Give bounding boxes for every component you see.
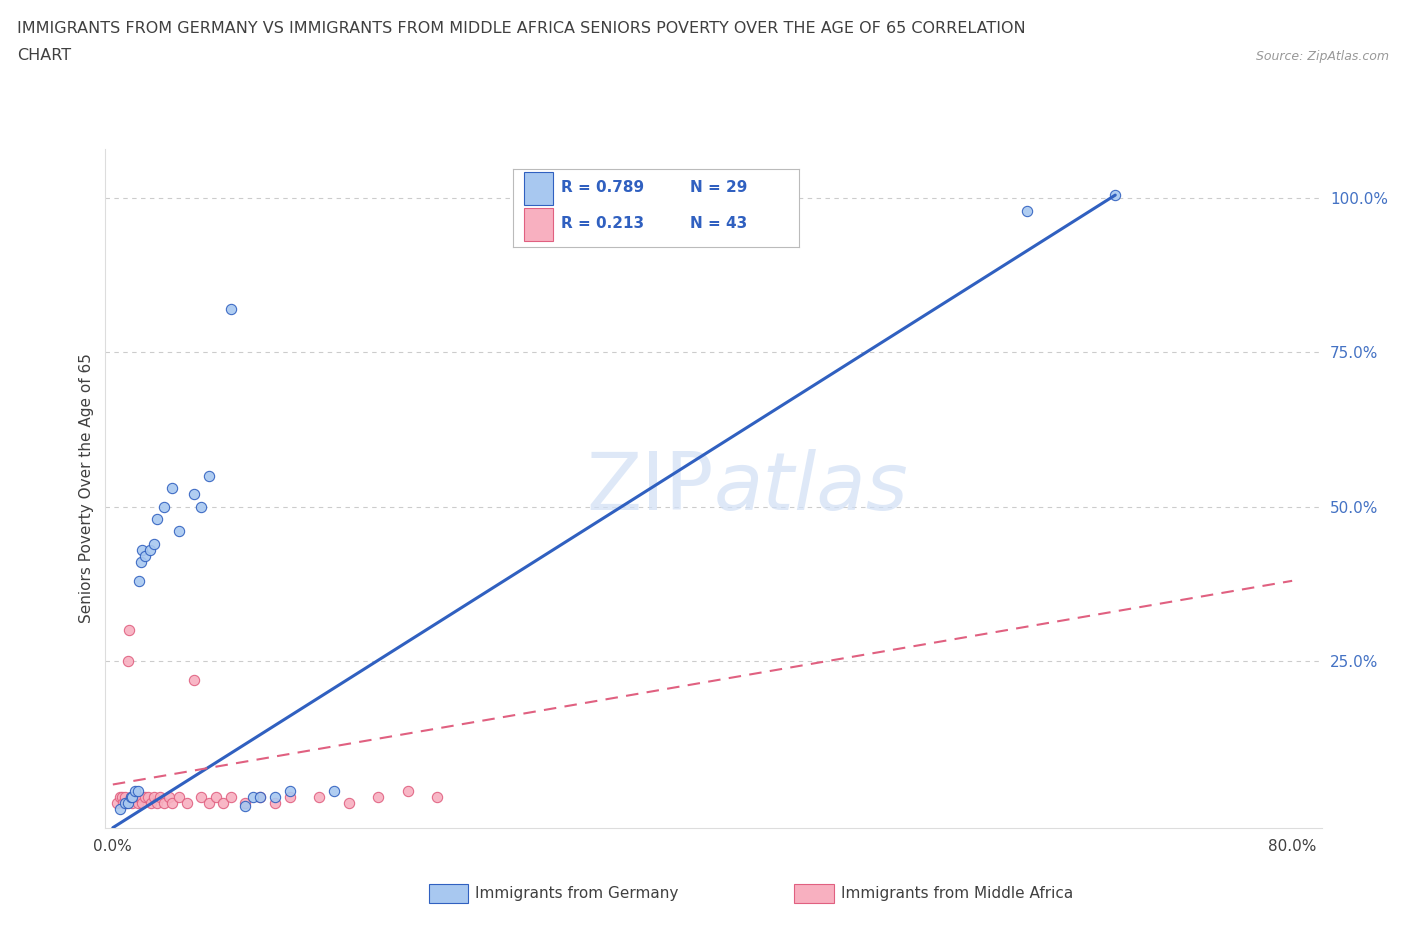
- Text: N = 29: N = 29: [690, 180, 748, 195]
- Point: [278, 790, 301, 804]
- Point: [235, 799, 257, 814]
- Point: [176, 795, 198, 810]
- Point: [117, 795, 139, 810]
- Point: [105, 795, 128, 810]
- Point: [157, 790, 180, 804]
- Text: Immigrants from Germany: Immigrants from Germany: [475, 886, 679, 901]
- Point: [323, 783, 346, 798]
- Point: [118, 623, 141, 638]
- Bar: [524, 172, 553, 206]
- Point: [114, 795, 136, 810]
- Point: [115, 795, 138, 810]
- Text: R = 0.789: R = 0.789: [561, 180, 644, 195]
- Point: [205, 790, 228, 804]
- Point: [124, 790, 146, 804]
- Text: N = 43: N = 43: [690, 217, 748, 232]
- Point: [149, 790, 172, 804]
- Point: [426, 790, 449, 804]
- Point: [337, 795, 360, 810]
- Point: [111, 790, 134, 804]
- Point: [219, 302, 242, 317]
- Point: [235, 795, 257, 810]
- Point: [120, 790, 142, 804]
- Point: [242, 790, 264, 804]
- Point: [197, 795, 219, 810]
- Point: [190, 790, 212, 804]
- Point: [167, 790, 190, 804]
- Point: [143, 790, 166, 804]
- Point: [129, 555, 152, 570]
- Text: atlas: atlas: [713, 449, 908, 527]
- Point: [131, 795, 153, 810]
- Point: [114, 790, 136, 804]
- Point: [183, 672, 205, 687]
- Point: [128, 790, 150, 804]
- Point: [108, 802, 131, 817]
- Point: [167, 524, 190, 538]
- Point: [120, 790, 142, 804]
- Point: [219, 790, 242, 804]
- Point: [136, 790, 159, 804]
- Point: [146, 512, 169, 526]
- Point: [138, 542, 160, 557]
- Point: [121, 795, 143, 810]
- Bar: [524, 208, 553, 241]
- Point: [183, 487, 205, 502]
- Y-axis label: Seniors Poverty Over the Age of 65: Seniors Poverty Over the Age of 65: [79, 353, 94, 623]
- Point: [1015, 203, 1038, 218]
- Point: [129, 790, 152, 804]
- Point: [212, 795, 235, 810]
- Point: [131, 542, 153, 557]
- Point: [153, 499, 176, 514]
- Point: [197, 469, 219, 484]
- Point: [125, 790, 148, 804]
- Point: [249, 790, 271, 804]
- Point: [128, 574, 150, 589]
- Point: [134, 549, 156, 564]
- Point: [190, 499, 212, 514]
- Point: [112, 795, 135, 810]
- Point: [278, 783, 301, 798]
- Point: [249, 790, 271, 804]
- Point: [153, 795, 176, 810]
- Point: [160, 481, 183, 496]
- Point: [134, 790, 156, 804]
- Point: [127, 795, 149, 810]
- Point: [264, 795, 287, 810]
- Point: [122, 790, 145, 804]
- Point: [160, 795, 183, 810]
- Text: Immigrants from Middle Africa: Immigrants from Middle Africa: [841, 886, 1073, 901]
- Point: [127, 783, 149, 798]
- Point: [308, 790, 330, 804]
- Point: [117, 654, 139, 669]
- Point: [143, 537, 166, 551]
- Text: IMMIGRANTS FROM GERMANY VS IMMIGRANTS FROM MIDDLE AFRICA SENIORS POVERTY OVER TH: IMMIGRANTS FROM GERMANY VS IMMIGRANTS FR…: [17, 20, 1025, 35]
- Point: [146, 795, 169, 810]
- Text: R = 0.213: R = 0.213: [561, 217, 644, 232]
- Point: [121, 790, 143, 804]
- Point: [367, 790, 389, 804]
- Point: [396, 783, 419, 798]
- Point: [1104, 188, 1126, 203]
- Point: [141, 795, 163, 810]
- Point: [108, 790, 131, 804]
- Point: [124, 783, 146, 798]
- Point: [264, 790, 287, 804]
- Text: Source: ZipAtlas.com: Source: ZipAtlas.com: [1256, 50, 1389, 63]
- Text: CHART: CHART: [17, 48, 70, 63]
- Text: ZIP: ZIP: [586, 449, 713, 527]
